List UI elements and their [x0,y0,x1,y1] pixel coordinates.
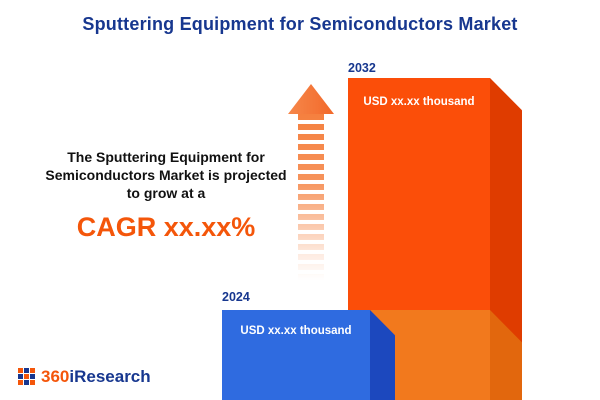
bar-2024-front [222,310,370,400]
logo-text: 360iResearch [41,368,151,385]
annotation-block: The Sputtering Equipment for Semiconduct… [10,148,322,243]
growth-arrow-head-icon [288,84,334,114]
annotation-line-1: The Sputtering Equipment for [67,149,265,165]
cagr-text: CAGR xx.xx% [76,212,256,242]
bar-label-2024: 2024 [222,290,250,304]
page-title: Sputtering Equipment for Semiconductors … [82,14,518,34]
logo-grid-icon [18,368,35,385]
annotation-line-3: to grow at a [126,185,206,201]
growth-arrow-body-icon [298,114,324,280]
logo-text-360: 360 [41,367,70,386]
bar-label-2032: 2032 [348,61,376,75]
annotation-line-2: Semiconductors Market is projected [45,167,287,183]
logo: 360iResearch [18,368,151,385]
bar-value-2032: USD xx.xx thousand [363,96,475,108]
logo-text-iresearch: iResearch [69,367,151,386]
bar-value-2024: USD xx.xx thousand [240,325,352,337]
